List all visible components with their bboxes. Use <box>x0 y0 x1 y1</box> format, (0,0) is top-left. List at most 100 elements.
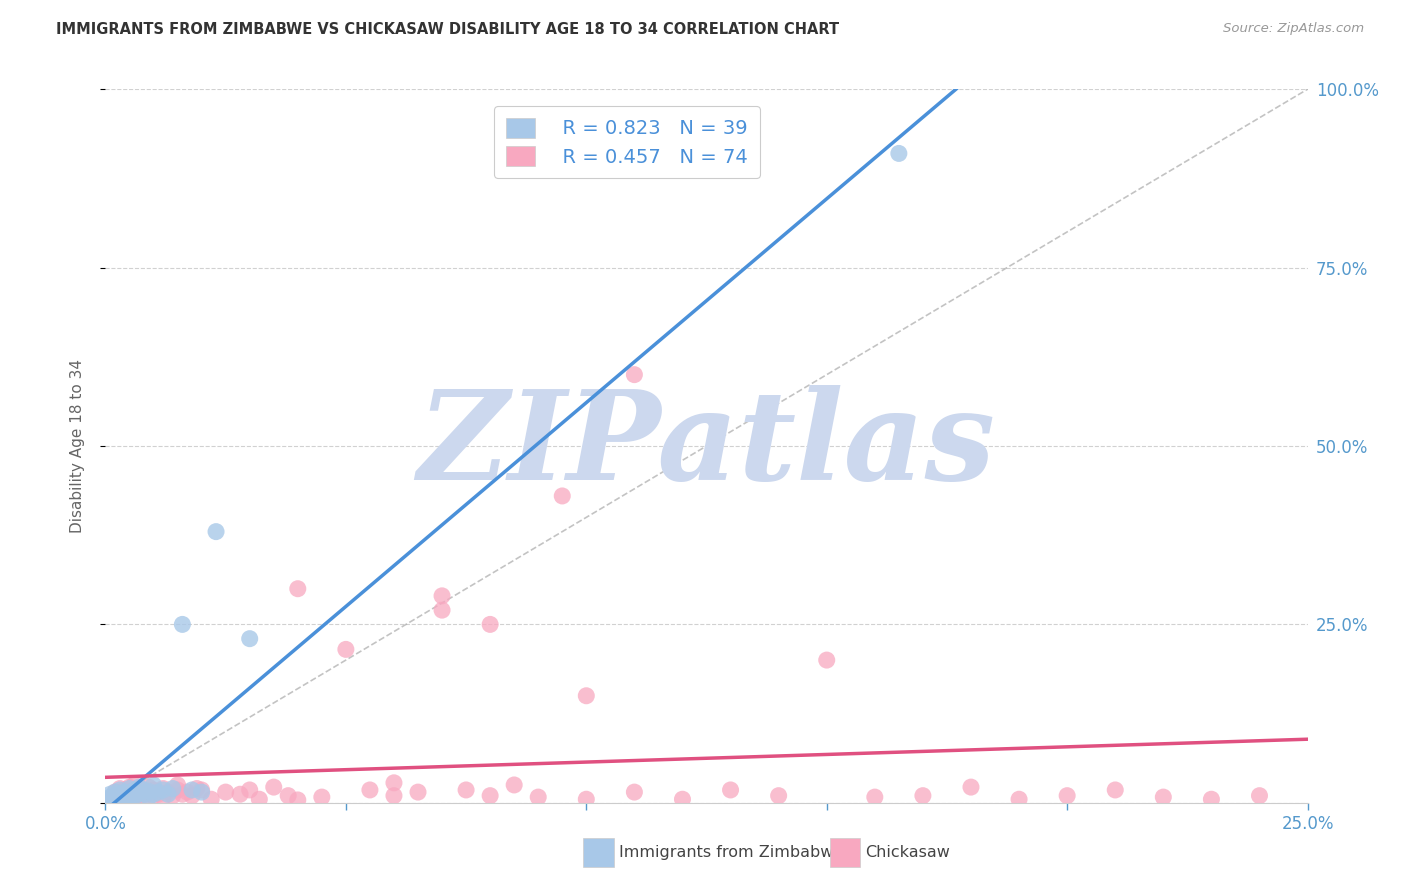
Point <box>148 785 170 799</box>
Point <box>124 778 146 792</box>
Point <box>172 787 194 801</box>
Point <box>156 785 179 799</box>
Point <box>239 783 262 797</box>
Text: Chickasaw: Chickasaw <box>865 846 949 860</box>
Point <box>287 582 309 596</box>
Point <box>138 780 160 794</box>
Point <box>768 789 790 803</box>
Point <box>190 783 212 797</box>
Point <box>176 785 198 799</box>
Point <box>118 785 141 799</box>
Point <box>181 783 204 797</box>
Point <box>311 790 333 805</box>
Point <box>114 787 136 801</box>
Point <box>815 653 838 667</box>
Point <box>128 780 150 794</box>
Point <box>335 642 357 657</box>
Point <box>138 785 160 799</box>
Point <box>200 792 222 806</box>
Point <box>132 787 155 801</box>
Point <box>263 780 285 794</box>
Point <box>430 589 453 603</box>
Point <box>287 793 309 807</box>
Y-axis label: Disability Age 18 to 34: Disability Age 18 to 34 <box>70 359 84 533</box>
Point <box>162 781 184 796</box>
Point <box>104 785 127 799</box>
Legend:   R = 0.823   N = 39,   R = 0.457   N = 74: R = 0.823 N = 39, R = 0.457 N = 74 <box>494 106 759 178</box>
Point <box>114 790 136 805</box>
Point <box>98 790 121 805</box>
Point <box>152 790 174 805</box>
Point <box>128 789 150 803</box>
Point <box>479 789 502 803</box>
Point <box>148 787 170 801</box>
Point <box>108 790 131 805</box>
Point <box>128 786 150 800</box>
Point <box>142 783 165 797</box>
Point <box>108 781 131 796</box>
Point <box>454 783 477 797</box>
Point <box>98 792 121 806</box>
Point <box>162 789 184 803</box>
Point <box>118 790 141 805</box>
Point <box>142 789 165 803</box>
Point <box>142 787 165 801</box>
Point <box>114 783 136 797</box>
Point <box>132 783 155 797</box>
Point <box>132 790 155 805</box>
Text: ZIPatlas: ZIPatlas <box>418 385 995 507</box>
Point <box>623 785 645 799</box>
Text: Immigrants from Zimbabwe: Immigrants from Zimbabwe <box>619 846 842 860</box>
Point <box>114 792 136 806</box>
Point <box>98 794 121 808</box>
Point <box>124 792 146 806</box>
Point <box>1152 790 1174 805</box>
Point <box>124 789 146 803</box>
Point <box>108 789 131 803</box>
Point <box>132 787 155 801</box>
Point <box>114 789 136 803</box>
Point <box>190 785 212 799</box>
Point <box>172 617 194 632</box>
Point <box>138 790 160 805</box>
Point <box>382 789 405 803</box>
Point <box>863 790 886 805</box>
Point <box>181 789 204 803</box>
Point <box>911 789 934 803</box>
Point <box>104 791 127 805</box>
Point <box>118 781 141 796</box>
Point <box>166 778 188 792</box>
Point <box>152 781 174 796</box>
Text: IMMIGRANTS FROM ZIMBABWE VS CHICKASAW DISABILITY AGE 18 TO 34 CORRELATION CHART: IMMIGRANTS FROM ZIMBABWE VS CHICKASAW DI… <box>56 22 839 37</box>
Point <box>551 489 574 503</box>
Point <box>118 780 141 794</box>
Point <box>97 792 120 806</box>
Point <box>247 792 270 806</box>
Point <box>142 778 165 792</box>
Point <box>575 792 598 806</box>
Point <box>104 789 127 803</box>
Point <box>98 787 121 801</box>
Point <box>229 787 252 801</box>
Text: Source: ZipAtlas.com: Source: ZipAtlas.com <box>1223 22 1364 36</box>
Point <box>118 787 141 801</box>
Point <box>1008 792 1031 806</box>
Point <box>239 632 262 646</box>
Point <box>156 787 179 801</box>
Point <box>720 783 742 797</box>
Point <box>166 783 188 797</box>
Point <box>382 776 405 790</box>
Point <box>1249 789 1271 803</box>
Point <box>186 781 208 796</box>
Point <box>1201 792 1223 806</box>
Point <box>124 783 146 797</box>
Point <box>118 791 141 805</box>
Point <box>108 792 131 806</box>
Point <box>575 689 598 703</box>
Point <box>503 778 526 792</box>
Point <box>527 790 550 805</box>
Point <box>359 783 381 797</box>
Point <box>406 785 429 799</box>
Point <box>960 780 983 794</box>
Point <box>104 785 127 799</box>
